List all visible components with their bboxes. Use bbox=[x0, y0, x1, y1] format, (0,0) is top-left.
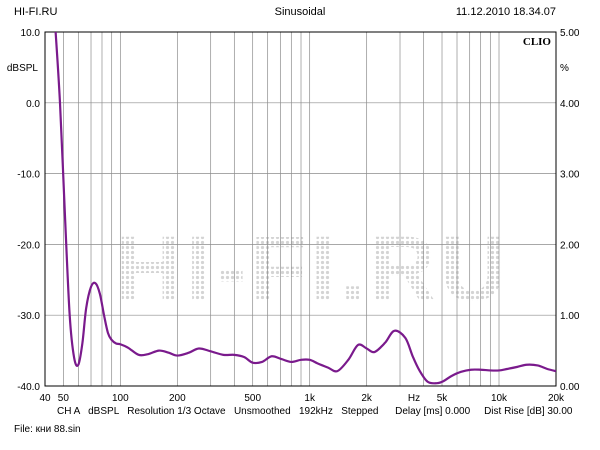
x-ticks: 40 50 100 200 500 1k 2k 5k 10k 20k bbox=[39, 393, 565, 404]
x-tick-label: 1k bbox=[304, 393, 316, 404]
y-tick-label-right: 4.00 bbox=[560, 99, 580, 110]
y-tick-label-right: 3.00 bbox=[560, 170, 580, 181]
y-tick-label-left: 10.0 bbox=[21, 28, 41, 39]
x-tick-label: 20k bbox=[548, 393, 565, 404]
x-tick-label: 2k bbox=[361, 393, 373, 404]
brand-label: CLIO bbox=[523, 36, 552, 48]
x-tick-label: 10k bbox=[491, 393, 508, 404]
y-tick-label-left: -40.0 bbox=[17, 382, 40, 393]
x-axis-label: Hz bbox=[408, 393, 420, 404]
y-ticks-right: 5.00 4.00 3.00 2.00 1.00 0.00 bbox=[560, 28, 580, 393]
x-tick-label: 100 bbox=[112, 393, 129, 404]
x-tick-label: 40 bbox=[39, 393, 51, 404]
y-tick-label-left: -20.0 bbox=[17, 240, 40, 251]
y-ticks-left: 10.0 0.0 -10.0 -20.0 -30.0 -40.0 bbox=[17, 28, 40, 393]
y-tick-label-right: 1.00 bbox=[560, 311, 580, 322]
header-mode: Sinusoidal bbox=[274, 6, 326, 18]
x-tick-label: 500 bbox=[244, 393, 261, 404]
response-curve bbox=[54, 32, 556, 385]
y-tick-label-left: -10.0 bbox=[17, 170, 40, 181]
plot-frame bbox=[44, 31, 557, 387]
y-tick-label-right: 5.00 bbox=[560, 28, 580, 39]
y-tick-label-left: 0.0 bbox=[26, 99, 40, 110]
x-tick-label: 5k bbox=[437, 393, 449, 404]
watermark-logo: HI-FI.RU bbox=[116, 218, 511, 320]
x-tick-label: 200 bbox=[169, 393, 186, 404]
header-datetime: 11.12.2010 18.34.07 bbox=[455, 6, 556, 18]
footer-file: File: кни 88.sin bbox=[14, 424, 81, 435]
y-tick-label-right: 0.00 bbox=[560, 382, 580, 393]
y-tick-label-right: 2.00 bbox=[560, 240, 580, 251]
y-axis-label: dBSPL bbox=[7, 63, 39, 74]
y-axis-label-right: % bbox=[560, 63, 569, 74]
x-tick-label: 50 bbox=[58, 393, 70, 404]
header-site: HI-FI.RU bbox=[14, 6, 58, 18]
grid bbox=[45, 32, 556, 386]
y-tick-label-left: -30.0 bbox=[17, 311, 40, 322]
footer-info: CH A dBSPL Resolution 1/3 Octave Unsmoot… bbox=[57, 406, 573, 417]
